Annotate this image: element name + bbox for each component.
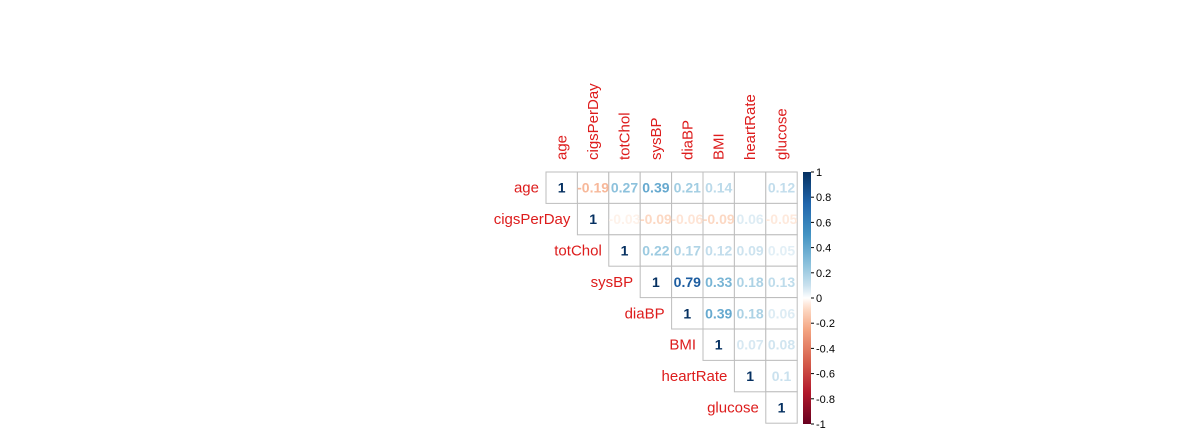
heatmap-cell-cigsPerDay-BMI bbox=[702, 202, 735, 236]
cell-value-age-age: 1 bbox=[558, 180, 566, 196]
cell-value-BMI-heartRate: 0.07 bbox=[736, 337, 763, 353]
cell-value-sysBP-glucose: 0.13 bbox=[768, 274, 795, 290]
cell-value-cigsPerDay-sysBP: -0.09 bbox=[640, 211, 672, 227]
colorbar-tick-label: 0.4 bbox=[816, 243, 831, 255]
row-label-heartRate: heartRate bbox=[662, 368, 728, 385]
col-label-glucose: glucose bbox=[774, 108, 791, 160]
colorbar-tick-label: -0.6 bbox=[816, 369, 835, 381]
colorbar-tick-label: -0.8 bbox=[816, 394, 835, 406]
cell-value-diaBP-glucose: 0.06 bbox=[768, 305, 795, 321]
heatmap-cell-totChol-glucose bbox=[765, 234, 798, 267]
row-label-BMI: BMI bbox=[669, 337, 696, 354]
heatmap-cell-totChol-heartRate bbox=[733, 234, 767, 267]
cell-value-totChol-glucose: 0.05 bbox=[768, 243, 795, 259]
colorbar-tick-label: 0 bbox=[816, 293, 822, 305]
col-label-sysBP: sysBP bbox=[648, 117, 665, 160]
cell-value-age-totChol: 0.27 bbox=[611, 180, 638, 196]
colorbar-tick-label: 1 bbox=[816, 167, 822, 179]
col-label-heartRate: heartRate bbox=[742, 94, 759, 160]
col-label-BMI: BMI bbox=[711, 133, 728, 160]
row-label-age: age bbox=[514, 180, 539, 197]
cell-value-cigsPerDay-BMI: -0.09 bbox=[703, 211, 735, 227]
heatmap-cell-diaBP-glucose bbox=[765, 297, 798, 330]
colorbar-tick-label: -0.2 bbox=[816, 318, 835, 330]
heatmap-cell-age-cigsPerDay bbox=[576, 171, 610, 204]
cell-value-sysBP-diaBP: 0.79 bbox=[674, 274, 701, 290]
colorbar-tick-label: -0.4 bbox=[816, 343, 835, 355]
cell-value-cigsPerDay-glucose: -0.05 bbox=[766, 211, 798, 227]
cell-value-age-BMI: 0.14 bbox=[705, 180, 732, 196]
colorbar-tick-label: -1 bbox=[816, 419, 826, 431]
cell-value-glucose-glucose: 1 bbox=[778, 400, 786, 416]
cell-value-BMI-BMI: 1 bbox=[715, 337, 723, 353]
col-label-cigsPerDay: cigsPerDay bbox=[585, 83, 602, 160]
cell-value-cigsPerDay-diaBP: -0.06 bbox=[671, 211, 703, 227]
row-label-glucose: glucose bbox=[707, 400, 759, 417]
colorbar-tick-label: 0.8 bbox=[816, 192, 831, 204]
heatmap-cell-totChol-diaBP bbox=[671, 234, 704, 267]
cell-value-cigsPerDay-heartRate: 0.06 bbox=[736, 211, 763, 227]
cell-value-age-diaBP: 0.21 bbox=[674, 180, 701, 196]
cell-value-diaBP-diaBP: 1 bbox=[683, 305, 691, 321]
colorbar bbox=[803, 172, 811, 424]
heatmap-cell-age-age bbox=[545, 171, 578, 204]
cell-value-heartRate-glucose: 0.1 bbox=[772, 368, 792, 384]
cell-value-diaBP-heartRate: 0.18 bbox=[736, 305, 763, 321]
heatmap-cell-cigsPerDay-glucose bbox=[765, 202, 798, 236]
row-label-totChol: totChol bbox=[554, 243, 602, 260]
heatmap-cell-age-heartRate bbox=[733, 171, 767, 204]
cell-value-cigsPerDay-totChol: -0.03 bbox=[609, 211, 641, 227]
cell-value-totChol-BMI: 0.12 bbox=[705, 243, 732, 259]
row-label-cigsPerDay: cigsPerDay bbox=[494, 211, 571, 228]
heatmap-cell-sysBP-diaBP bbox=[671, 265, 704, 299]
cell-value-sysBP-BMI: 0.33 bbox=[705, 274, 732, 290]
cell-value-BMI-glucose: 0.08 bbox=[768, 337, 795, 353]
row-label-diaBP: diaBP bbox=[625, 305, 665, 322]
row-label-sysBP: sysBP bbox=[591, 274, 634, 291]
colorbar-tick-label: 0.6 bbox=[816, 217, 831, 229]
heatmap-cell-totChol-sysBP bbox=[639, 234, 673, 267]
cell-value-cigsPerDay-cigsPerDay: 1 bbox=[589, 211, 597, 227]
heatmap-cell-glucose-glucose bbox=[765, 391, 798, 424]
heatmap-cell-diaBP-BMI bbox=[702, 297, 735, 330]
cell-value-sysBP-sysBP: 1 bbox=[652, 274, 660, 290]
cell-value-totChol-heartRate: 0.09 bbox=[736, 243, 763, 259]
cell-value-totChol-totChol: 1 bbox=[621, 243, 629, 259]
cell-value-age-sysBP: 0.39 bbox=[642, 180, 669, 196]
cell-value-totChol-diaBP: 0.17 bbox=[674, 243, 701, 259]
cell-value-sysBP-heartRate: 0.18 bbox=[736, 274, 763, 290]
heatmap-cell-BMI-heartRate bbox=[733, 328, 767, 361]
heatmap-cell-age-BMI bbox=[702, 171, 735, 204]
heatmap-cell-cigsPerDay-sysBP bbox=[639, 202, 673, 236]
cell-value-diaBP-BMI: 0.39 bbox=[705, 305, 732, 321]
col-label-diaBP: diaBP bbox=[679, 120, 696, 160]
heatmap-cell-sysBP-sysBP bbox=[639, 265, 673, 299]
cell-value-age-cigsPerDay: -0.19 bbox=[577, 180, 609, 196]
cell-value-age-glucose: 0.12 bbox=[768, 180, 795, 196]
colorbar-tick-label: 0.2 bbox=[816, 268, 831, 280]
col-label-age: age bbox=[554, 135, 571, 160]
heatmap-cell-cigsPerDay-cigsPerDay bbox=[576, 202, 610, 236]
cell-value-totChol-sysBP: 0.22 bbox=[642, 243, 669, 259]
heatmap-cell-sysBP-BMI bbox=[702, 265, 735, 299]
col-label-totChol: totChol bbox=[617, 112, 634, 160]
cell-value-heartRate-heartRate: 1 bbox=[746, 368, 754, 384]
